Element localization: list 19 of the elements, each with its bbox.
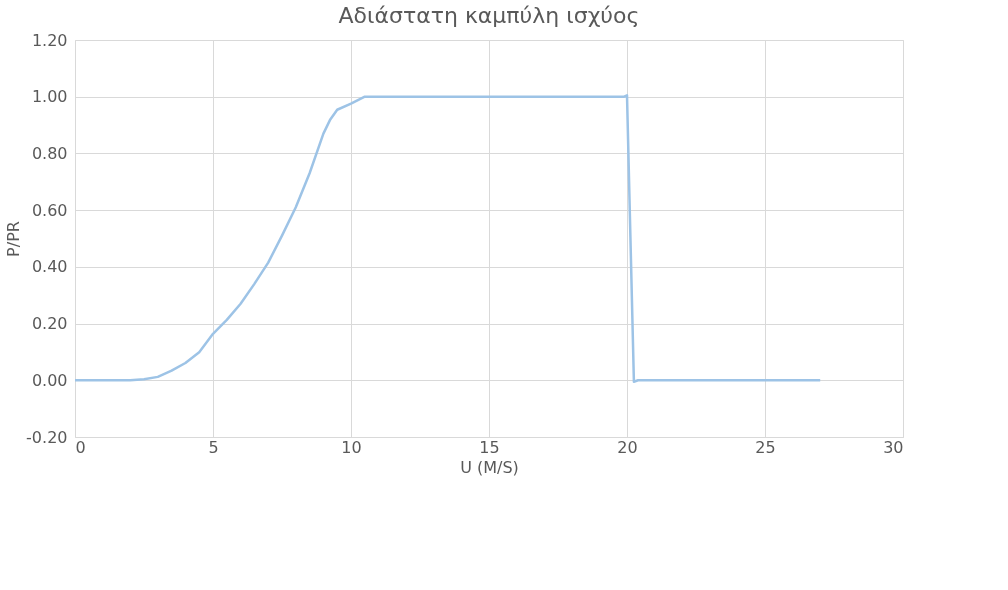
x-tick-label: 0 — [75, 437, 86, 457]
x-tick-label: 5 — [208, 437, 219, 457]
y-tick-label: 0.00 — [31, 370, 68, 390]
x-tick-label: 15 — [479, 437, 500, 457]
x-tick-label: 20 — [617, 437, 638, 457]
y-tick-label: 0.80 — [31, 143, 68, 163]
y-tick-label: -0.20 — [26, 427, 68, 447]
y-axis-title: P/PR — [4, 221, 24, 257]
y-tick-label: 0.20 — [31, 314, 68, 334]
y-tick-label: 1.20 — [31, 30, 68, 50]
x-tick-label: 10 — [341, 437, 362, 457]
x-tick-label: 30 — [883, 437, 904, 457]
line-series — [73, 94, 822, 383]
x-axis-title: U (M/S) — [460, 457, 519, 477]
y-tick-label: 1.00 — [31, 87, 68, 107]
x-tick-label: 25 — [755, 437, 776, 457]
y-tick-label: 0.40 — [31, 257, 68, 277]
chart-title: Αδιάστατη καμπύλη ισχύος — [338, 3, 640, 28]
y-tick-label: 0.60 — [31, 200, 68, 220]
